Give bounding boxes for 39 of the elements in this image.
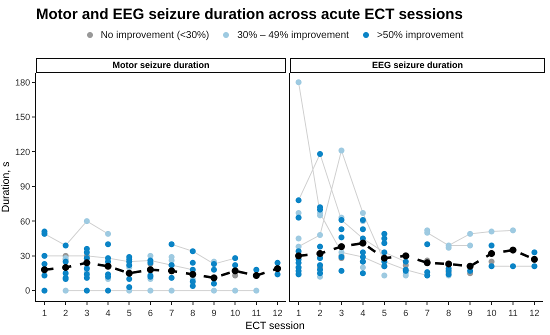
x-tick-label: 9: [211, 308, 216, 318]
chart-subtitle: Motor seizure duration: [36, 58, 286, 73]
x-tick-label: 3: [84, 308, 90, 318]
y-tick-label: 30: [20, 251, 30, 262]
y-tick-label: 180: [15, 77, 30, 88]
legend-label: No improvement (<30%): [100, 30, 210, 41]
x-tick-label: 8: [446, 308, 452, 318]
x-tick-label: 1: [42, 308, 47, 318]
x-tick-label: 1: [296, 308, 302, 318]
x-tick-label: 12: [272, 308, 283, 318]
x-tick-label: 5: [382, 308, 387, 318]
y-axis-title: Duration, s: [0, 162, 12, 212]
x-tick-label: 2: [318, 308, 323, 318]
x-tick-label: 2: [63, 308, 68, 318]
x-tick-label: 12: [529, 308, 540, 318]
chart-subtitle: EEG seizure duration: [290, 58, 545, 73]
x-tick-label: 4: [106, 308, 111, 318]
legend-label: >50% improvement: [376, 30, 464, 41]
x-tick-label: 6: [148, 308, 153, 318]
chart-title: Motor and EEG seizure duration across acute ECT sessions: [36, 6, 463, 23]
y-tick-label: 90: [20, 182, 30, 192]
y-tick-label: 150: [15, 112, 30, 122]
x-tick-label: 7: [169, 308, 174, 318]
x-tick-label: 10: [486, 308, 497, 318]
x-axis-title: ECT session: [244, 320, 306, 332]
x-tick-label: 4: [360, 308, 366, 318]
y-tick-label: 0: [25, 286, 30, 296]
y-tick-label: 60: [20, 216, 30, 226]
y-tick-label: 120: [15, 146, 30, 157]
x-tick-label: 11: [252, 308, 262, 318]
x-tick-label: 9: [468, 308, 473, 318]
x-tick-label: 8: [190, 308, 196, 318]
x-tick-label: 11: [508, 308, 518, 318]
legend-label: 30% – 49% improvement: [237, 30, 349, 41]
x-tick-label: 5: [126, 308, 132, 318]
x-tick-label: 6: [403, 308, 408, 318]
x-tick-label: 7: [424, 308, 430, 318]
x-tick-label: 10: [230, 308, 240, 318]
x-tick-label: 3: [338, 308, 344, 318]
